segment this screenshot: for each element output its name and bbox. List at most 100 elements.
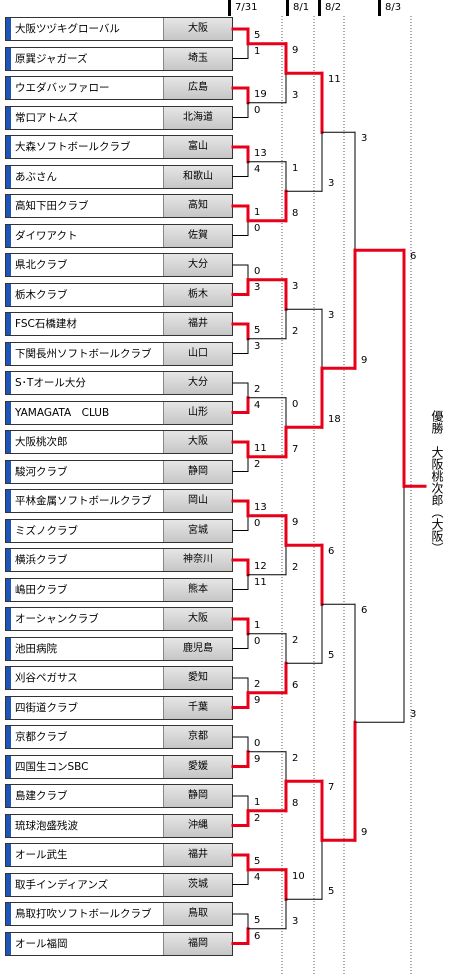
- team-entry: 大森ソフトボールクラブ 富山: [5, 135, 233, 159]
- team-name: 嶋田クラブ: [15, 583, 68, 596]
- team-prefecture: 千葉: [163, 696, 232, 719]
- team-prefecture: 埼玉: [163, 47, 232, 70]
- team-entry: 栃木クラブ 栃木: [5, 282, 233, 307]
- team-accent-bar: [6, 136, 11, 158]
- team-prefecture: 山形: [163, 401, 232, 424]
- team-entry: 大阪桃次郎 大阪: [5, 430, 233, 454]
- team-prefecture: 北海道: [163, 106, 232, 129]
- match-score: 0: [254, 517, 261, 529]
- team-prefecture: 福井: [163, 844, 232, 866]
- match-score: 2: [292, 752, 299, 764]
- date-marker: [286, 0, 289, 16]
- team-name: 駿河クラブ: [15, 465, 68, 478]
- team-prefecture: 大分: [163, 254, 232, 276]
- match-score: 5: [254, 30, 261, 41]
- team-entry: 鳥取打吹ソフトボールクラブ 鳥取: [5, 902, 233, 926]
- date-label: 8/3: [385, 2, 402, 13]
- team-name: 大森ソフトボールクラブ: [15, 141, 131, 153]
- team-accent-bar: [6, 549, 11, 571]
- team-name: ウエダバッファロー: [15, 82, 110, 94]
- match-score: 9: [254, 694, 261, 706]
- team-name: 取手インディアンズ: [15, 878, 109, 891]
- match-score: 9: [361, 355, 368, 367]
- team-accent-bar: [6, 785, 11, 807]
- team-accent-bar: [6, 195, 11, 217]
- team-accent-bar: [6, 873, 11, 896]
- match-score: 9: [292, 516, 299, 528]
- match-score: 4: [254, 871, 261, 883]
- team-entry: YAMAGATA CLUB 山形: [5, 400, 233, 425]
- match-score: 3: [292, 280, 299, 292]
- match-score: 1: [254, 45, 261, 57]
- match-score: 2: [254, 458, 261, 470]
- match-score: 9: [292, 44, 299, 56]
- team-entry: 四国生コンSBC 愛媛: [5, 754, 233, 779]
- team-accent-bar: [6, 519, 11, 542]
- team-entry: 平林金属ソフトボールクラブ 岡山: [5, 489, 233, 513]
- match-score: 6: [254, 930, 261, 942]
- team-prefecture: 広島: [163, 77, 232, 99]
- team-name: 下関長州ソフトボールクラブ: [15, 347, 152, 360]
- team-prefecture: 栃木: [163, 283, 232, 306]
- team-accent-bar: [6, 254, 11, 276]
- team-entry: 県北クラブ 大分: [5, 253, 233, 277]
- team-name: 池田病院: [15, 642, 57, 655]
- team-entry: オーシャンクラブ 大阪: [5, 607, 233, 631]
- match-score: 0: [254, 635, 261, 647]
- match-score: 10: [292, 870, 305, 882]
- date-label: 8/2: [325, 2, 342, 13]
- team-accent-bar: [6, 726, 11, 748]
- team-name: 常口アトムズ: [15, 111, 78, 124]
- team-accent-bar: [6, 165, 11, 188]
- date-marker: [318, 0, 321, 16]
- match-score: 11: [328, 74, 341, 86]
- team-entry: オール武生 福井: [5, 843, 233, 867]
- team-name: 鳥取打吹ソフトボールクラブ: [15, 908, 152, 920]
- team-entry: 京都クラブ 京都: [5, 725, 233, 749]
- match-score: 3: [328, 310, 335, 322]
- team-prefecture: 佐賀: [163, 224, 232, 247]
- team-accent-bar: [6, 667, 11, 689]
- match-score: 3: [328, 178, 335, 190]
- match-score: 3: [292, 89, 299, 101]
- team-accent-bar: [6, 578, 11, 601]
- match-score: 3: [254, 340, 261, 352]
- team-prefecture: 鳥取: [163, 903, 232, 925]
- team-name: 四国生コンSBC: [15, 760, 89, 773]
- team-accent-bar: [6, 814, 11, 837]
- match-score: 7: [292, 443, 299, 455]
- team-entry: 高知下田クラブ 高知: [5, 194, 233, 218]
- team-entry: 常口アトムズ 北海道: [5, 105, 233, 130]
- team-prefecture: 静岡: [163, 460, 232, 483]
- team-accent-bar: [6, 844, 11, 866]
- team-name: 栃木クラブ: [15, 288, 68, 301]
- team-entry: 下関長州ソフトボールクラブ 山口: [5, 341, 233, 366]
- match-score: 5: [254, 915, 261, 926]
- match-score: 4: [254, 163, 261, 175]
- match-score: 2: [254, 812, 261, 824]
- team-accent-bar: [6, 283, 11, 306]
- team-accent-bar: [6, 490, 11, 512]
- team-accent-bar: [6, 932, 11, 955]
- team-name: 高知下田クラブ: [15, 200, 89, 212]
- team-accent-bar: [6, 608, 11, 630]
- match-score: 1: [254, 207, 261, 218]
- team-entry: 琉球泡盛残波 沖縄: [5, 813, 233, 838]
- team-accent-bar: [6, 18, 11, 40]
- team-prefecture: 大阪: [163, 18, 232, 40]
- team-prefecture: 富山: [163, 136, 232, 158]
- team-entry: ミズノクラブ 宮城: [5, 518, 233, 543]
- team-accent-bar: [6, 696, 11, 719]
- team-prefecture: 茨城: [163, 873, 232, 896]
- match-score: 6: [361, 605, 368, 617]
- team-prefecture: 大阪: [163, 608, 232, 630]
- match-score: 9: [361, 827, 368, 839]
- team-name: 京都クラブ: [15, 731, 68, 743]
- date-marker: [378, 0, 381, 16]
- team-name: YAMAGATA CLUB: [15, 406, 110, 419]
- team-prefecture: 和歌山: [163, 165, 232, 188]
- team-entry: 横浜クラブ 神奈川: [5, 548, 233, 572]
- team-accent-bar: [6, 224, 11, 247]
- match-score: 5: [254, 325, 261, 336]
